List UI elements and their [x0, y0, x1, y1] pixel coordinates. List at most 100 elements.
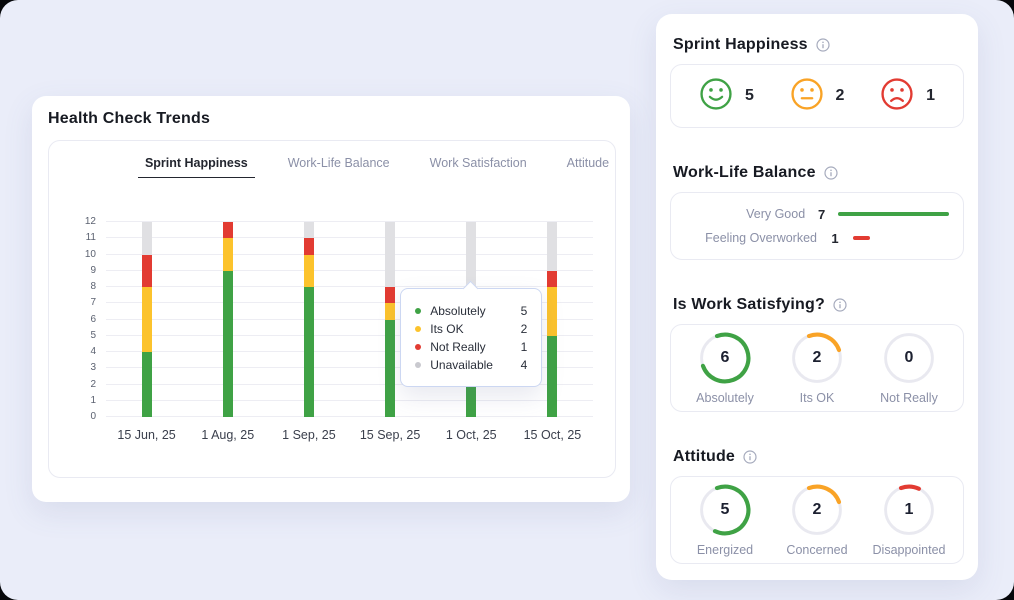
tab-work-satisfaction[interactable]: Work Satisfaction	[429, 156, 527, 170]
section-attitude: Attitude 5 Energized 2 Concerned 1 Disappointe…	[670, 448, 964, 564]
emoji-count: 2	[835, 87, 845, 104]
ring-item-not-really: 0 Not Really	[863, 331, 955, 405]
tooltip-row: Its OK 2	[415, 320, 527, 337]
info-icon[interactable]	[833, 298, 847, 312]
progress-ring: 5	[698, 483, 752, 537]
chart-gridline	[106, 351, 593, 353]
tooltip-row: Not Really 1	[415, 338, 527, 355]
x-axis-date-label: 1 Sep, 25	[282, 428, 336, 442]
ring-item-absolutely: 6 Absolutely	[679, 331, 771, 405]
bar-segment-its-ok[interactable]	[141, 287, 152, 353]
tab-sprint-happiness[interactable]: Sprint Happiness	[137, 156, 255, 178]
tooltip-row: Unavailable 4	[415, 356, 527, 373]
balance-bar	[837, 212, 949, 216]
x-axis-date-label: 1 Aug, 25	[201, 428, 255, 442]
balance-count: 1	[831, 230, 839, 246]
y-axis-tick-label: 9	[90, 264, 96, 276]
chart-tabs: Sprint Happiness Work-Life Balance Work Sa…	[94, 156, 660, 178]
bar-1-aug-25[interactable]	[222, 222, 233, 417]
bar-segment-absolutely[interactable]	[385, 319, 396, 417]
info-icon[interactable]	[743, 450, 757, 464]
emoji-count: 5	[745, 87, 754, 104]
health-check-trends-card: Health Check Trends Sprint Happiness Work…	[32, 96, 630, 502]
chart-gridline	[106, 269, 593, 271]
ring-label: Its OK	[799, 391, 835, 405]
section-title-is-work-satisfying: Is Work Satisfying?	[673, 296, 825, 313]
tooltip-series-value: 2	[520, 321, 528, 336]
attitude-summary-card: 5 Energized 2 Concerned 1 Disappointed	[670, 476, 964, 564]
bar-15-jun-25[interactable]	[141, 222, 152, 417]
section-title-attitude: Attitude	[673, 448, 736, 465]
section-header-sprint-happiness: Sprint Happiness	[670, 36, 964, 54]
bar-segment-not-really[interactable]	[222, 222, 233, 239]
bar-segment-unavailable[interactable]	[385, 222, 396, 288]
chart-gridline	[106, 302, 593, 304]
bar-segment-absolutely[interactable]	[547, 335, 558, 417]
section-sprint-happiness: Sprint Happiness 5 2 1	[670, 36, 964, 128]
chart-tooltip: Absolutely 5 Its OK 2 Not Really 1 Unavailable…	[400, 280, 543, 387]
bar-15-oct-25[interactable]	[547, 222, 558, 417]
bar-segment-absolutely[interactable]	[141, 352, 152, 417]
ring-label: Not Really	[880, 391, 938, 405]
ring-count: 1	[904, 501, 914, 518]
section-header-is-work-satisfying: Is Work Satisfying?	[670, 296, 964, 314]
tooltip-series-dot	[415, 307, 422, 314]
tooltip-series-label: Its OK	[430, 321, 464, 336]
bar-segment-unavailable[interactable]	[466, 222, 477, 288]
y-axis-tick-label: 5	[90, 329, 96, 341]
section-title-sprint-happiness: Sprint Happiness	[673, 36, 808, 53]
bar-segment-its-ok[interactable]	[303, 254, 314, 288]
tooltip-series-label: Absolutely	[430, 303, 486, 318]
y-axis-tick-label: 0	[90, 411, 96, 422]
bar-segment-not-really[interactable]	[141, 254, 152, 288]
y-axis-tick-label: 7	[90, 297, 96, 309]
tab-work-life-balance[interactable]: Work-Life Balance	[287, 156, 390, 170]
ring-label: Energized	[696, 543, 754, 557]
y-axis-tick-label: 12	[84, 216, 96, 227]
bar-segment-unavailable[interactable]	[303, 222, 314, 239]
tooltip-series-dot	[415, 361, 422, 368]
bar-segment-its-ok[interactable]	[222, 238, 233, 271]
y-axis-tick-label: 3	[90, 362, 96, 374]
progress-ring: 0	[882, 331, 936, 385]
bar-segment-its-ok[interactable]	[385, 303, 396, 320]
bar-1-sep-25[interactable]	[303, 222, 314, 417]
bar-segment-absolutely[interactable]	[222, 270, 233, 417]
tab-attitude[interactable]: Attitude	[566, 156, 610, 170]
bar-segment-not-really[interactable]	[303, 238, 314, 255]
is-work-satisfying-summary-card: 6 Absolutely 2 Its OK 0 Not Really	[670, 324, 964, 412]
bar-segment-unavailable[interactable]	[547, 222, 558, 271]
section-header-attitude: Attitude	[670, 448, 964, 466]
emoji-item-sad: 1	[880, 77, 935, 116]
ring-label: Absolutely	[696, 391, 754, 405]
emoji-item-neutral: 2	[790, 77, 845, 116]
x-axis-date-label: 15 Oct, 25	[523, 428, 582, 442]
bar-segment-not-really[interactable]	[547, 270, 558, 287]
tooltip-series-label: Not Really	[430, 339, 486, 354]
y-axis-tick-label: 6	[90, 313, 96, 325]
balance-row: Very Good 7	[685, 207, 949, 222]
balance-bar	[853, 236, 871, 240]
bar-15-sep-25[interactable]	[385, 222, 396, 417]
ring-label: Concerned	[786, 543, 848, 557]
bar-segment-unavailable[interactable]	[141, 222, 152, 255]
bar-segment-not-really[interactable]	[385, 287, 396, 304]
bar-segment-its-ok[interactable]	[547, 287, 558, 336]
tooltip-series-value: 4	[520, 357, 528, 372]
tooltip-series-value: 5	[520, 303, 528, 318]
y-axis-tick-label: 11	[85, 232, 96, 244]
x-axis-date-label: 15 Jun, 25	[117, 428, 176, 442]
bar-segment-absolutely[interactable]	[303, 287, 314, 417]
chart-gridline	[106, 416, 593, 417]
info-icon[interactable]	[816, 38, 830, 52]
info-icon[interactable]	[824, 166, 838, 180]
health-check-trends-title: Health Check Trends	[48, 110, 211, 127]
chart-gridline	[106, 383, 593, 385]
ring-label: Disappointed	[872, 543, 946, 557]
section-title-work-life-balance: Work-Life Balance	[673, 164, 816, 181]
tooltip-series-value: 1	[520, 339, 528, 354]
tooltip-row: Absolutely 5	[415, 302, 527, 319]
emoji-count: 1	[926, 87, 935, 104]
progress-ring: 6	[698, 331, 752, 385]
ring-item-concerned: 2 Concerned	[771, 483, 863, 557]
